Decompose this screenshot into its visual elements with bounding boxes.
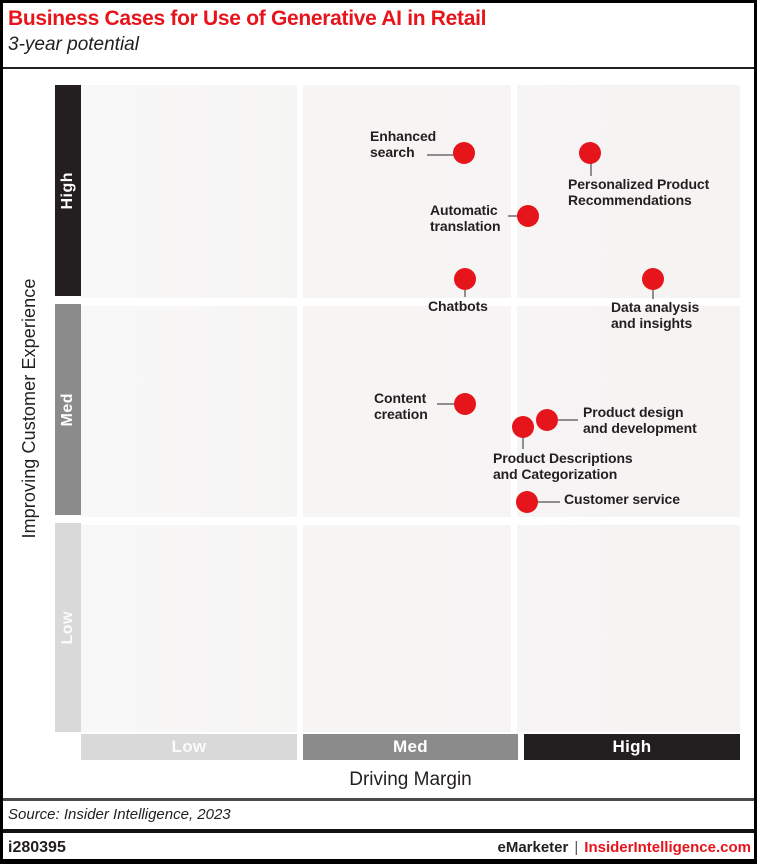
point-personalized-product-recommendations xyxy=(579,142,601,164)
y-axis-band-strip: High Med Low xyxy=(55,85,81,732)
point-data-analysis-and-insights xyxy=(642,268,664,290)
source-divider xyxy=(3,798,754,801)
point-product-design-and-development xyxy=(536,409,558,431)
x-bar-med: Med xyxy=(303,734,518,760)
y-axis-title: Improving Customer Experience xyxy=(19,278,39,539)
label-content-creation: Content creation xyxy=(374,390,428,422)
chart-subtitle: 3-year potential xyxy=(8,34,139,55)
footer-row: i280395 eMarketer | InsiderIntelligence.co… xyxy=(8,836,751,859)
x-axis-title: Driving Margin xyxy=(349,769,472,790)
chart-id: i280395 xyxy=(8,838,66,856)
y-band-high: High xyxy=(55,85,81,296)
x-bar-high: High xyxy=(524,734,740,760)
label-personalized-product-recommendations: Personalized Product Recommendations xyxy=(568,176,710,208)
connector-product-design-and-development xyxy=(558,419,578,421)
connector-product-descriptions-and-categorization xyxy=(522,438,524,449)
brand-line: eMarketer | InsiderIntelligence.com xyxy=(497,839,751,856)
connector-chatbots xyxy=(464,289,466,297)
point-customer-service xyxy=(516,491,538,513)
vertical-gridline-2 xyxy=(511,85,517,732)
horizontal-gridline-2 xyxy=(81,517,740,525)
horizontal-gridline-1 xyxy=(81,298,740,306)
connector-personalized-product-recommendations xyxy=(590,163,592,176)
y-band-label: Low xyxy=(59,610,76,645)
point-content-creation xyxy=(454,393,476,415)
y-band-low: Low xyxy=(55,523,81,732)
label-chatbots: Chatbots xyxy=(428,298,488,314)
point-enhanced-search xyxy=(453,142,475,164)
label-automatic-translation: Automatic translation xyxy=(430,202,501,234)
label-data-analysis-and-insights: Data analysis and insights xyxy=(611,299,700,331)
vertical-gridline-1 xyxy=(297,85,303,732)
header-divider xyxy=(3,67,754,69)
connector-enhanced-search xyxy=(427,154,454,156)
label-product-design-and-development: Product design and development xyxy=(583,404,697,436)
label-customer-service: Customer service xyxy=(564,491,680,507)
connector-customer-service xyxy=(538,501,560,503)
y-band-label: Med xyxy=(59,392,76,427)
y-band-label: High xyxy=(59,171,76,210)
brand-separator: | xyxy=(574,839,579,856)
point-product-descriptions-and-categorization xyxy=(512,416,534,438)
footer-divider xyxy=(3,829,754,833)
chart-title: Business Cases for Use of Generative AI … xyxy=(8,7,487,30)
plot-area: Enhanced search Personalized Product Recomm… xyxy=(81,85,740,732)
x-axis-band-strip: Low Med High xyxy=(81,734,740,760)
y-band-med: Med xyxy=(55,304,81,515)
emarketer-logo-text: eMarketer xyxy=(497,839,569,856)
x-bar-low: Low xyxy=(81,734,297,760)
connector-data-analysis-and-insights xyxy=(652,289,654,299)
source-note: Source: Insider Intelligence, 2023 xyxy=(8,806,231,823)
connector-automatic-translation xyxy=(508,215,518,217)
label-enhanced-search: Enhanced search xyxy=(370,128,437,160)
connector-content-creation xyxy=(437,403,455,405)
insider-intelligence-link: InsiderIntelligence.com xyxy=(584,839,751,856)
label-product-descriptions-and-categorization: Product Descriptions and Categorization xyxy=(493,450,633,482)
point-automatic-translation xyxy=(517,205,539,227)
point-chatbots xyxy=(454,268,476,290)
